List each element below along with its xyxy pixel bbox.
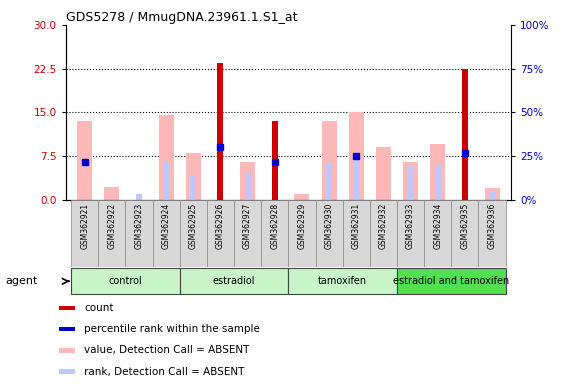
Text: GSM362923: GSM362923 — [135, 203, 143, 249]
Bar — [59, 348, 75, 353]
Text: GDS5278 / MmugDNA.23961.1.S1_at: GDS5278 / MmugDNA.23961.1.S1_at — [66, 11, 297, 24]
Bar — [261, 200, 288, 267]
Text: percentile rank within the sample: percentile rank within the sample — [84, 324, 260, 334]
Bar — [272, 121, 278, 200]
Bar — [462, 69, 468, 200]
Bar — [321, 121, 336, 200]
Text: GSM362924: GSM362924 — [162, 203, 171, 249]
Text: GSM362930: GSM362930 — [324, 203, 333, 250]
Bar — [353, 156, 359, 200]
Bar — [77, 121, 92, 200]
Text: GSM362931: GSM362931 — [352, 203, 361, 249]
Bar — [408, 165, 413, 200]
Text: GSM362929: GSM362929 — [297, 203, 307, 249]
Bar — [343, 200, 370, 267]
Bar — [403, 162, 418, 200]
Text: value, Detection Call = ABSENT: value, Detection Call = ABSENT — [84, 345, 250, 356]
Bar — [126, 200, 152, 267]
Bar — [451, 200, 478, 267]
Bar — [190, 176, 196, 200]
Bar — [424, 200, 451, 267]
Bar — [478, 200, 505, 267]
Bar — [207, 200, 234, 267]
Bar — [397, 200, 424, 267]
Bar — [59, 327, 75, 331]
Text: rank, Detection Call = ABSENT: rank, Detection Call = ABSENT — [84, 366, 244, 377]
Bar — [295, 194, 309, 200]
Bar — [71, 268, 180, 294]
Bar — [152, 200, 180, 267]
Bar — [349, 112, 364, 200]
Bar — [326, 162, 332, 200]
Bar — [489, 191, 495, 200]
Bar — [288, 200, 316, 267]
Text: estradiol: estradiol — [213, 276, 255, 286]
Text: GSM362928: GSM362928 — [270, 203, 279, 249]
Bar — [370, 200, 397, 267]
Bar — [59, 369, 75, 374]
Bar — [136, 194, 142, 200]
Text: tamoxifen: tamoxifen — [318, 276, 367, 286]
Bar — [59, 306, 75, 310]
Bar — [234, 200, 261, 267]
Bar — [218, 63, 223, 200]
Text: estradiol and tamoxifen: estradiol and tamoxifen — [393, 276, 509, 286]
Bar — [180, 200, 207, 267]
Text: GSM362922: GSM362922 — [107, 203, 116, 249]
Text: control: control — [108, 276, 142, 286]
Text: GSM362936: GSM362936 — [488, 203, 497, 250]
Text: GSM362927: GSM362927 — [243, 203, 252, 249]
Text: GSM362926: GSM362926 — [216, 203, 225, 249]
Bar — [288, 268, 397, 294]
Text: GSM362932: GSM362932 — [379, 203, 388, 249]
Bar — [163, 162, 169, 200]
Bar — [397, 268, 505, 294]
Bar — [240, 162, 255, 200]
Bar — [159, 115, 174, 200]
Bar — [431, 144, 445, 200]
Bar — [71, 200, 98, 267]
Text: GSM362934: GSM362934 — [433, 203, 442, 250]
Text: count: count — [84, 303, 114, 313]
Bar — [316, 200, 343, 267]
Bar — [180, 268, 288, 294]
Bar — [376, 147, 391, 200]
Text: agent: agent — [6, 276, 38, 286]
Text: GSM362935: GSM362935 — [460, 203, 469, 250]
Text: GSM362921: GSM362921 — [80, 203, 89, 249]
Text: GSM362933: GSM362933 — [406, 203, 415, 250]
Bar — [104, 187, 119, 200]
Bar — [435, 165, 441, 200]
Bar — [485, 188, 500, 200]
Text: GSM362925: GSM362925 — [189, 203, 198, 249]
Bar — [98, 200, 126, 267]
Bar — [186, 153, 201, 200]
Bar — [244, 174, 251, 200]
